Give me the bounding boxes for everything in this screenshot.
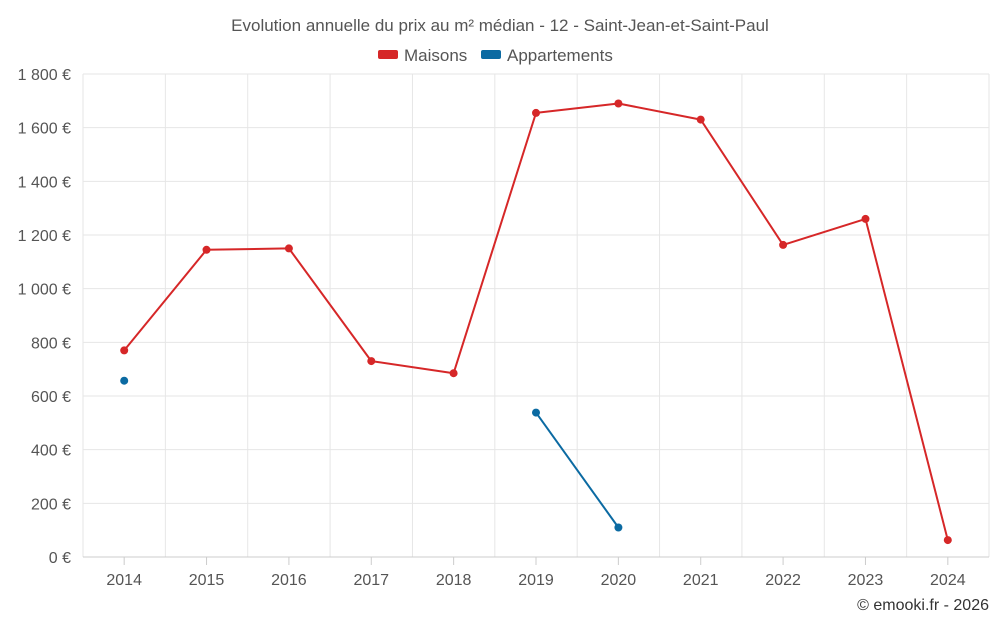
- legend-item-maisons[interactable]: Maisons: [378, 46, 467, 65]
- data-point-appartements-2014[interactable]: [120, 376, 129, 385]
- x-tick-label: 2020: [601, 572, 637, 589]
- data-point-maisons-2024[interactable]: [943, 536, 952, 545]
- y-tick-label: 600 €: [31, 389, 71, 406]
- x-tick-label: 2024: [930, 572, 966, 589]
- y-tick-label: 200 €: [31, 496, 71, 513]
- legend-swatch-maisons: [378, 50, 398, 59]
- y-tick-label: 800 €: [31, 335, 71, 352]
- x-axis: 2014 2015 2016 2017 2018 2019 2020 2021 2022 2023…: [83, 556, 989, 589]
- data-point-maisons-2015[interactable]: [202, 245, 211, 254]
- chart-title: Evolution annuelle du prix au m² médian …: [231, 16, 769, 35]
- x-tick-label: 2017: [353, 572, 389, 589]
- y-tick-label: 1 400 €: [18, 174, 71, 191]
- x-tick-label: 2019: [518, 572, 554, 589]
- x-tick-label: 2015: [189, 572, 225, 589]
- series-layer: [120, 99, 952, 545]
- y-tick-label: 1 200 €: [18, 228, 71, 245]
- x-tick-label: 2014: [106, 572, 142, 589]
- x-tick-label: 2023: [848, 572, 884, 589]
- series-maisons: [120, 99, 952, 545]
- y-tick-label: 1 600 €: [18, 121, 71, 138]
- series-appartements: [120, 376, 623, 532]
- data-point-maisons-2017[interactable]: [367, 357, 376, 366]
- series-line-appartements: [535, 412, 620, 529]
- data-point-appartements-2020[interactable]: [614, 523, 623, 532]
- data-point-maisons-2023[interactable]: [861, 214, 870, 223]
- legend-item-appartements[interactable]: Appartements: [481, 46, 613, 65]
- credit-text: © emooki.fr - 2026: [857, 597, 989, 614]
- data-point-appartements-2019[interactable]: [532, 408, 540, 417]
- grid: [82, 73, 990, 558]
- data-point-maisons-2020[interactable]: [614, 99, 623, 108]
- x-tick-label: 2016: [271, 572, 307, 589]
- y-tick-label: 1 800 €: [18, 67, 71, 84]
- data-point-maisons-2014[interactable]: [120, 346, 129, 355]
- legend: Maisons Appartements: [378, 46, 613, 65]
- y-tick-label: 400 €: [31, 443, 71, 460]
- x-tick-label: 2018: [436, 572, 472, 589]
- legend-label-appartements: Appartements: [507, 46, 613, 65]
- data-point-maisons-2019[interactable]: [532, 108, 540, 117]
- data-point-maisons-2018[interactable]: [449, 369, 458, 378]
- legend-swatch-appartements: [481, 50, 501, 59]
- data-point-maisons-2021[interactable]: [696, 115, 705, 124]
- x-tick-label: 2021: [683, 572, 719, 589]
- data-point-maisons-2016[interactable]: [284, 244, 293, 253]
- x-tick-label: 2022: [765, 572, 801, 589]
- legend-label-maisons: Maisons: [404, 46, 467, 65]
- data-point-maisons-2022[interactable]: [779, 240, 788, 249]
- y-axis: 0 € 200 € 400 € 600 € 800 € 1 000 € 1 200 € 1 4…: [18, 67, 71, 567]
- y-tick-label: 1 000 €: [18, 282, 71, 299]
- y-tick-label: 0 €: [49, 550, 71, 567]
